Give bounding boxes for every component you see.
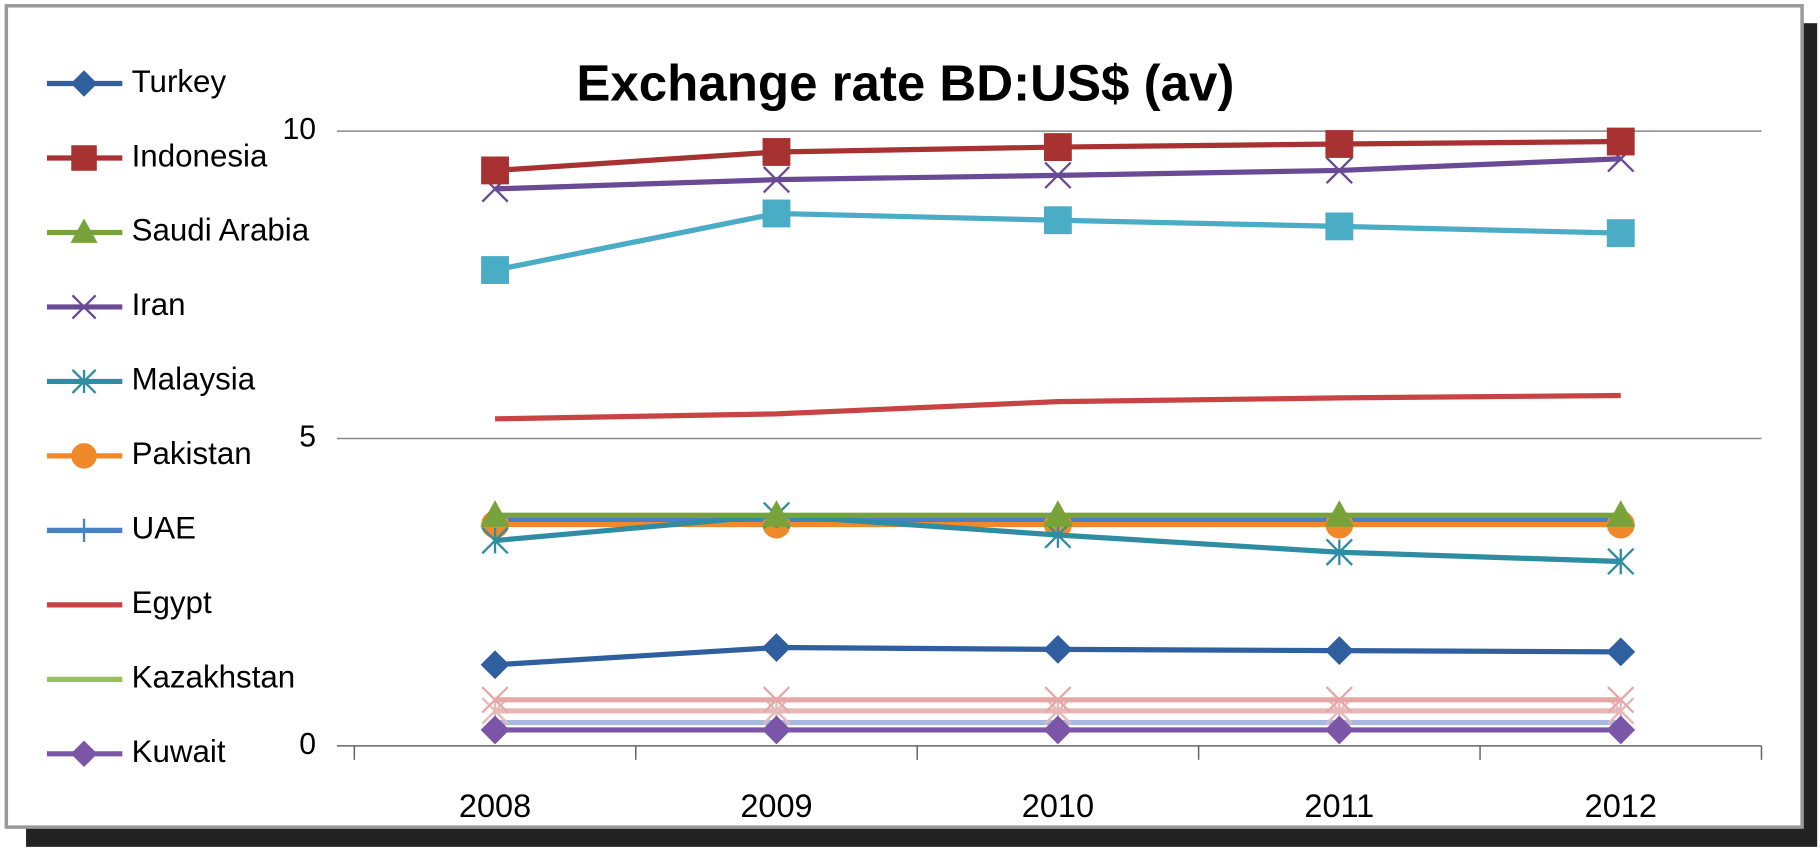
y-tick-label: 5: [299, 420, 316, 453]
legend-label: Kazakhstan: [132, 660, 296, 695]
marker: [1606, 500, 1636, 527]
marker: [762, 138, 791, 166]
marker: [1043, 634, 1073, 664]
marker: [1324, 715, 1354, 745]
marker: [1043, 500, 1073, 527]
marker: [71, 443, 97, 469]
marker: [1606, 127, 1635, 156]
marker: [1606, 637, 1636, 667]
marker: [71, 145, 97, 171]
y-tick-label: 10: [283, 113, 317, 146]
marker: [1043, 133, 1072, 161]
legend-label: Kuwait: [132, 734, 226, 769]
marker: [1043, 715, 1073, 745]
marker: [1324, 500, 1355, 527]
marker: [481, 686, 509, 714]
marker: [1606, 715, 1636, 745]
marker: [762, 166, 791, 194]
marker: [1044, 161, 1072, 189]
marker: [1607, 547, 1635, 576]
marker: [762, 686, 791, 714]
marker: [1044, 686, 1072, 714]
marker: [762, 715, 791, 745]
marker: [1325, 212, 1354, 241]
marker: [1043, 206, 1072, 235]
marker: [72, 518, 96, 542]
marker: [481, 256, 509, 284]
marker: [70, 218, 98, 243]
x-tick-label: 2012: [1585, 788, 1657, 824]
legend-label: Egypt: [132, 585, 212, 620]
marker: [762, 199, 791, 228]
marker: [70, 740, 98, 768]
chart-title: Exchange rate BD:US$ (av): [576, 54, 1234, 111]
series-line: [495, 392, 1621, 422]
legend-label: Iran: [132, 287, 186, 322]
legend-label: Malaysia: [132, 362, 256, 397]
marker: [481, 526, 509, 555]
x-tick-label: 2009: [740, 788, 812, 824]
legend-label: Pakistan: [132, 436, 252, 471]
marker: [480, 500, 510, 527]
marker: [1325, 156, 1353, 185]
frame: [4, 4, 1804, 829]
marker: [1325, 686, 1353, 714]
marker: [1607, 686, 1635, 714]
x-tick-label: 2010: [1022, 788, 1094, 824]
marker: [481, 156, 509, 185]
marker: [1325, 538, 1353, 566]
x-tick-label: 2008: [459, 788, 531, 824]
marker: [1606, 219, 1635, 248]
y-tick-label: 0: [299, 728, 316, 761]
marker: [762, 633, 791, 662]
marker: [71, 369, 97, 394]
legend-label: Indonesia: [132, 138, 268, 173]
marker: [70, 70, 98, 97]
x-tick-label: 2011: [1304, 788, 1374, 824]
marker: [480, 650, 510, 680]
marker: [71, 294, 97, 320]
legend-label: Saudi Arabia: [132, 213, 310, 248]
legend-label: UAE: [132, 511, 196, 546]
marker: [480, 715, 510, 745]
legend-label: Turkey: [132, 64, 227, 99]
marker: [1324, 636, 1354, 666]
marker: [761, 500, 792, 527]
marker: [1325, 130, 1354, 158]
